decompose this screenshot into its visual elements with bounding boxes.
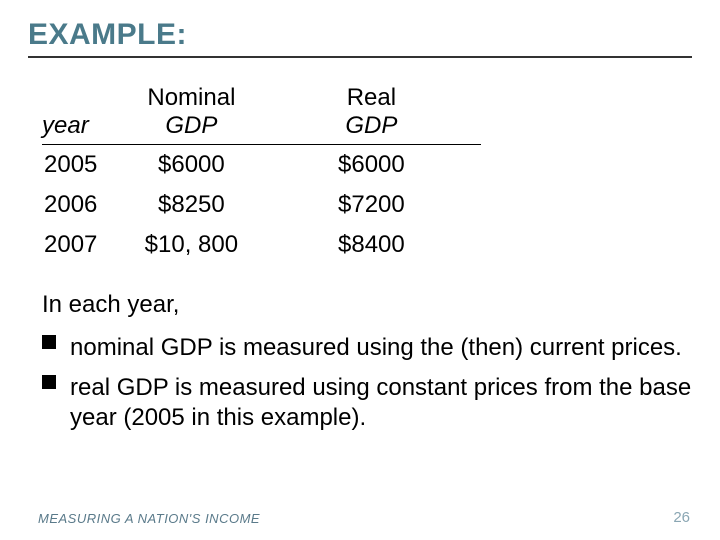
- list-item-text: nominal GDP is measured using the (then)…: [70, 334, 682, 361]
- table-row: 2007 $10, 800 $8400: [42, 225, 481, 265]
- cell-year: 2007: [42, 225, 121, 265]
- list-item: nominal GDP is measured using the (then)…: [42, 333, 692, 363]
- gdp-table: year Nominal GDP Real GDP 2005 $6000 $60…: [42, 84, 481, 265]
- cell-real: $8400: [281, 225, 481, 265]
- page-number: 26: [673, 509, 690, 526]
- footer-text: MEASURING A NATION'S INCOME: [38, 511, 260, 526]
- bullet-list: nominal GDP is measured using the (then)…: [28, 333, 692, 433]
- cell-nominal: $8250: [121, 185, 281, 225]
- square-bullet-icon: [42, 335, 56, 349]
- cell-nominal: $6000: [121, 145, 281, 186]
- table-row: 2005 $6000 $6000: [42, 145, 481, 186]
- cell-year: 2005: [42, 145, 121, 186]
- cell-year: 2006: [42, 185, 121, 225]
- cell-real: $7200: [281, 185, 481, 225]
- col-header-real: Real GDP: [281, 84, 481, 145]
- list-item: real GDP is measured using constant pric…: [42, 373, 692, 433]
- section-title: EXAMPLE:: [28, 18, 692, 58]
- square-bullet-icon: [42, 375, 56, 389]
- col-header-nominal: Nominal GDP: [121, 84, 281, 145]
- lead-text: In each year,: [28, 291, 692, 319]
- col-header-year: year: [42, 84, 121, 145]
- cell-real: $6000: [281, 145, 481, 186]
- list-item-text: real GDP is measured using constant pric…: [70, 374, 691, 431]
- cell-nominal: $10, 800: [121, 225, 281, 265]
- gdp-table-container: year Nominal GDP Real GDP 2005 $6000 $60…: [28, 84, 692, 265]
- table-row: 2006 $8250 $7200: [42, 185, 481, 225]
